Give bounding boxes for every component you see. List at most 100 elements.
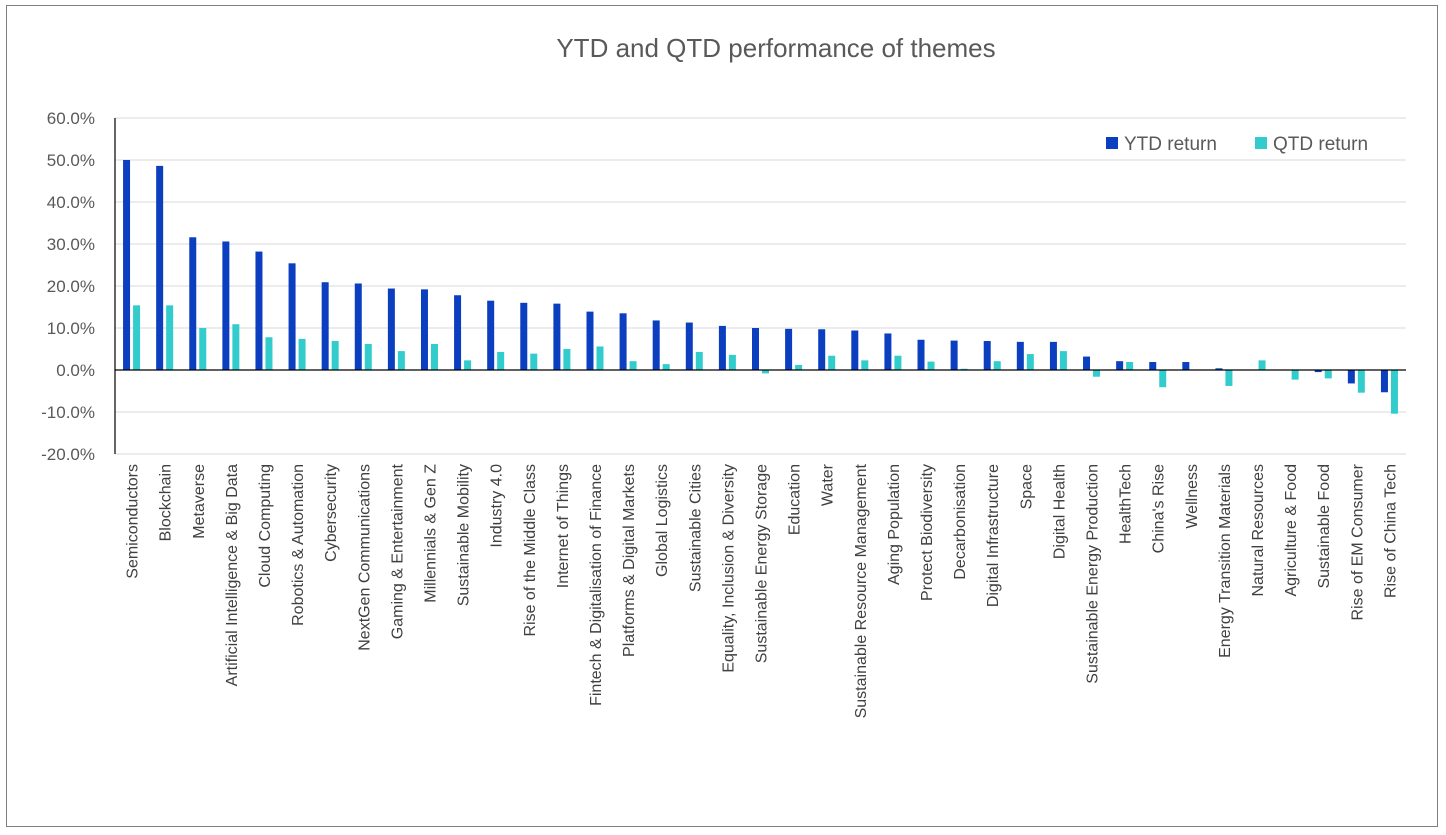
bar-ytd — [520, 302, 528, 370]
category-label: Rise of China Tech — [1382, 464, 1399, 598]
bar-qtd — [1357, 370, 1365, 393]
category-label: Agriculture & Food — [1283, 464, 1300, 597]
category-label: Sustainable Mobility — [456, 464, 473, 606]
bar-ytd — [652, 320, 660, 370]
bar-qtd — [662, 364, 670, 370]
legend-swatch — [1255, 137, 1267, 149]
category-label: Sustainable Energy Production — [1085, 464, 1102, 684]
bar-qtd — [199, 328, 207, 370]
category-label: Rise of the Middle Class — [522, 464, 539, 637]
category-label: Decarbonisation — [952, 464, 969, 580]
bar-ytd — [1347, 370, 1355, 384]
category-label: Digital Infrastructure — [985, 464, 1002, 607]
category-label: China's Rise — [1151, 464, 1168, 553]
bar-qtd — [232, 324, 240, 370]
bar-ytd — [718, 325, 726, 370]
category-label: Digital Health — [1051, 464, 1068, 559]
y-axis-ticks: 60.0% 50.0% 40.0% 30.0% 20.0% 10.0% 0.0% -10.0%… — [41, 109, 95, 464]
bar-ytd — [1215, 368, 1223, 370]
bar-ytd — [1016, 341, 1024, 370]
bar-ytd — [288, 263, 296, 370]
category-label: Sustainable Food — [1316, 464, 1333, 589]
y-tick-label: 20.0% — [47, 277, 95, 296]
bar-ytd — [851, 330, 859, 370]
bar-qtd — [1126, 362, 1134, 370]
bar-qtd — [1093, 370, 1101, 377]
bar-ytd — [685, 322, 693, 370]
bar-qtd — [464, 360, 472, 370]
bar-qtd — [1291, 370, 1299, 380]
bar-qtd — [166, 305, 174, 370]
bar-qtd — [563, 349, 571, 370]
bar-ytd — [222, 241, 230, 370]
category-label: Industry 4.0 — [489, 464, 506, 548]
category-label: Fintech & Digitalisation of Finance — [588, 464, 605, 706]
bar-ytd — [487, 300, 495, 370]
bar-ytd — [387, 288, 395, 370]
category-label: Internet of Things — [555, 464, 572, 588]
legend-label: YTD return — [1124, 134, 1217, 155]
category-label: Aging Population — [886, 464, 903, 585]
bar-qtd — [894, 355, 902, 370]
bar-qtd — [497, 351, 505, 370]
bar-qtd — [728, 354, 736, 370]
bar-ytd — [950, 340, 958, 370]
bar-qtd — [596, 346, 604, 370]
bar-ytd — [619, 313, 627, 370]
bar-qtd — [1324, 370, 1332, 379]
bar-ytd — [586, 311, 594, 370]
chart-frame — [6, 5, 1438, 827]
bar-qtd — [960, 368, 968, 370]
bar-qtd — [1225, 370, 1233, 386]
bar-qtd — [861, 360, 869, 370]
bar-ytd — [1314, 370, 1322, 373]
legend: YTD return QTD return — [1106, 134, 1368, 155]
category-label: Global Logistics — [654, 464, 671, 577]
category-label: Cybersecurity — [323, 464, 340, 562]
bar-ytd — [752, 328, 759, 370]
category-label: Sustainable Resource Management — [853, 463, 870, 718]
chart-title: YTD and QTD performance of themes — [556, 33, 995, 63]
category-label: Blockchain — [158, 464, 175, 541]
axes — [114, 118, 1406, 454]
category-label: Platforms & Digital Markets — [621, 464, 638, 657]
category-label: Metaverse — [191, 464, 208, 539]
bar-ytd — [156, 165, 164, 370]
category-label: Sustainable Cities — [687, 464, 704, 592]
bar-ytd — [354, 283, 362, 370]
y-tick-label: 40.0% — [47, 193, 95, 212]
bar-ytd — [884, 333, 892, 370]
category-labels: Semiconductors Blockchain Metaverse Artific… — [125, 463, 1400, 718]
bar-qtd — [133, 305, 141, 370]
bars — [123, 160, 1398, 414]
bar-ytd — [917, 339, 925, 370]
category-label: NextGen Communications — [356, 464, 373, 651]
category-label: Education — [787, 464, 804, 535]
bar-qtd — [265, 337, 273, 370]
bar-qtd — [1059, 351, 1067, 370]
category-label: Sustainable Energy Storage — [754, 464, 771, 663]
category-label: Artificial Intelligence & Big Data — [224, 464, 241, 686]
bar-qtd — [1258, 360, 1266, 370]
bar-qtd — [762, 370, 769, 374]
bar-ytd — [321, 282, 329, 370]
bar-qtd — [530, 353, 538, 370]
bar-qtd — [397, 351, 405, 370]
category-label: Equality, Inclusion & Diversity — [720, 464, 737, 673]
bar-qtd — [1390, 370, 1398, 414]
bar-qtd — [1026, 354, 1034, 370]
gridlines — [115, 117, 1406, 455]
category-label: Space — [1018, 464, 1035, 509]
bar-ytd — [420, 289, 428, 370]
bar-ytd — [1380, 370, 1388, 393]
bar-qtd — [695, 351, 703, 370]
bar-qtd — [1159, 370, 1167, 388]
category-label: Robotics & Automation — [290, 464, 307, 626]
category-label: Water — [820, 463, 837, 506]
bar-qtd — [927, 361, 935, 370]
bar-qtd — [298, 338, 306, 370]
bar-ytd — [818, 329, 826, 370]
category-label: Millennials & Gen Z — [422, 464, 439, 603]
category-label: Protect Biodiversity — [919, 464, 936, 601]
